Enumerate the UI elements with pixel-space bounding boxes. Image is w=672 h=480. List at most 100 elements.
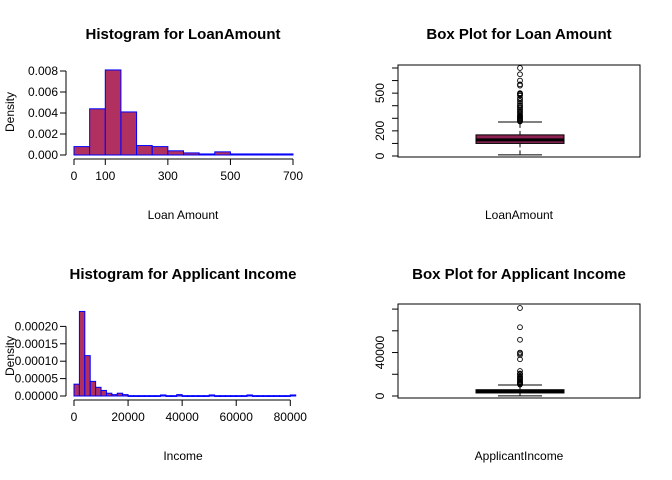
outlier-point [517, 77, 523, 84]
boxplot [475, 305, 565, 397]
histogram-bar [170, 395, 178, 397]
outlier-point [517, 324, 523, 331]
histogram-bar [214, 395, 221, 397]
histogram-bar [246, 394, 253, 397]
histogram-bar [230, 395, 237, 397]
x-axis-label: ApplicantIncome [475, 449, 564, 463]
histogram-bar [224, 395, 232, 397]
histogram-bar [100, 389, 107, 397]
chart-title: Histogram for LoanAmount [86, 26, 281, 43]
histogram-bar [278, 395, 286, 397]
x-axis-label: Income [163, 449, 203, 463]
y-tick-label: 0.000 [28, 148, 58, 162]
histogram-bar [132, 395, 140, 397]
histogram-bar [273, 395, 280, 397]
y-tick-label: 0.002 [28, 127, 58, 141]
outlier-point [517, 349, 523, 356]
histogram-bar [120, 111, 138, 156]
x-tick-label: 700 [283, 169, 303, 183]
histogram-bar [89, 380, 97, 397]
histogram-bar [160, 394, 167, 397]
y-tick-label: 0.008 [28, 64, 58, 78]
histogram-bar [116, 392, 124, 397]
histogram-bar [235, 395, 243, 397]
outlier-point [517, 373, 523, 380]
histogram-bar [149, 395, 156, 397]
histogram-bar [73, 146, 91, 156]
histogram-bar [268, 395, 275, 397]
outlier-point [517, 368, 523, 374]
axes: 0 20000 40000 60000 80000 0.00000 0.00005 0.000… [15, 319, 308, 424]
histogram-bar [154, 395, 162, 397]
y-tick-label: 0.004 [28, 106, 58, 120]
x-tick-label: 60000 [220, 410, 254, 424]
panel-income-boxplot: Box Plot for Applicant Income ApplicantI… [373, 266, 641, 463]
histogram-bar [197, 395, 205, 397]
y-tick-label: 0 [373, 152, 387, 159]
panel-loanamount-histogram: Histogram for LoanAmount Loan Amount Den… [3, 26, 303, 222]
histogram-bar [251, 395, 259, 397]
y-tick-label: 0.00010 [15, 354, 59, 368]
histogram-bar [136, 145, 153, 156]
histogram-bar [104, 69, 122, 156]
axes: 0 40000 [373, 308, 399, 399]
histogram-bar [198, 153, 216, 156]
histogram-bar [176, 394, 183, 397]
histogram-bar [219, 395, 226, 397]
histogram-bar [187, 395, 194, 397]
y-tick-label: 500 [373, 83, 387, 103]
histogram-bar [138, 395, 145, 397]
histogram-bar [214, 151, 231, 156]
histogram-bar [122, 394, 129, 397]
panel-income-histogram: Histogram for Applicant Income Income De… [3, 266, 307, 463]
chart-title: Box Plot for Loan Amount [426, 26, 611, 43]
histogram-bars [73, 69, 294, 156]
histogram-bar [261, 153, 278, 156]
histogram-bar [183, 152, 200, 156]
outlier-point [517, 98, 523, 105]
outlier-point [517, 81, 523, 88]
outlier-point [517, 71, 523, 78]
outlier-point [517, 90, 523, 96]
y-tick-label: 200 [373, 121, 387, 141]
histogram-bar [165, 395, 172, 397]
y-axis-label: Density [3, 336, 17, 376]
histogram-bar [73, 383, 80, 397]
chart-title: Histogram for Applicant Income [70, 266, 297, 283]
histogram-bar [241, 395, 248, 397]
x-tick-label: 0 [71, 410, 78, 424]
outlier-point [517, 65, 523, 71]
histogram-bar [105, 392, 113, 397]
histogram-bars [73, 310, 297, 397]
histogram-bar [284, 395, 291, 397]
histogram-bar [276, 153, 294, 156]
outlier-point [517, 336, 523, 343]
x-tick-label: 40000 [165, 410, 199, 424]
histogram-bar [78, 310, 86, 397]
x-tick-label: 0 [71, 169, 78, 183]
histogram-bar [95, 386, 102, 397]
histogram-bar [289, 394, 297, 397]
outlier-point [517, 102, 523, 108]
chart-title: Box Plot for Applicant Income [412, 266, 626, 283]
y-tick-label: 0 [373, 392, 387, 399]
y-tick-label: 0.00015 [15, 337, 59, 351]
y-tick-label: 0.006 [28, 85, 58, 99]
boxplot [475, 65, 565, 156]
axes: 0 200 500 [373, 67, 399, 159]
axes: 0 100 300 500 700 0.000 0.002 0.004 0.006 0.008 [28, 64, 303, 183]
y-tick-label: 40000 [373, 336, 387, 370]
y-tick-label: 0.00000 [15, 389, 59, 403]
x-tick-label: 300 [158, 169, 178, 183]
x-tick-label: 500 [220, 169, 240, 183]
histogram-bar [143, 395, 151, 397]
histogram-bar [229, 153, 247, 156]
histogram-bar [245, 153, 263, 156]
histogram-bar [257, 395, 264, 397]
outlier-point [517, 370, 523, 377]
outlier-point [517, 356, 523, 363]
x-tick-label: 20000 [111, 410, 145, 424]
y-tick-label: 0.00020 [15, 319, 59, 333]
x-tick-label: 80000 [274, 410, 308, 424]
